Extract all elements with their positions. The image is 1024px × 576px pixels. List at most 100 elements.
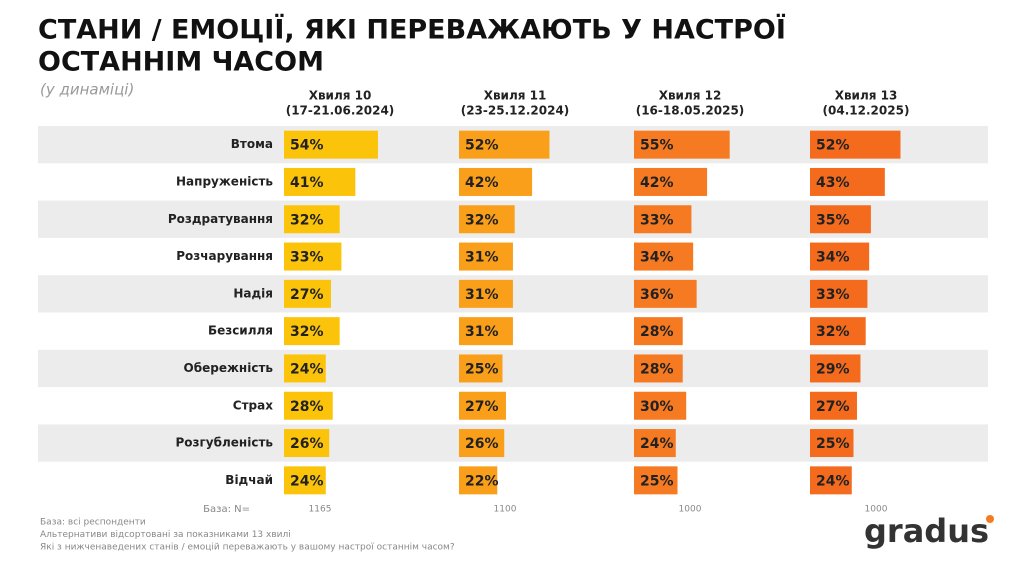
bar xyxy=(284,317,340,346)
bar xyxy=(459,167,533,196)
value-label: 27% xyxy=(816,399,850,415)
value-label: 35% xyxy=(816,212,850,228)
bar xyxy=(284,354,326,383)
bar xyxy=(634,391,687,420)
bar xyxy=(634,466,678,495)
footnote: База: всі респонденти xyxy=(40,518,146,528)
category-label: Надія xyxy=(233,286,273,300)
series-name: Хвиля 12 xyxy=(659,89,722,103)
bar xyxy=(459,466,498,495)
value-label: 31% xyxy=(465,250,499,266)
value-label: 28% xyxy=(640,324,674,340)
series-name: Хвиля 13 xyxy=(835,89,898,103)
category-label: Безсилля xyxy=(208,324,273,338)
bar xyxy=(634,242,694,271)
value-label: 25% xyxy=(640,473,674,489)
value-label: 43% xyxy=(816,175,850,191)
value-label: 33% xyxy=(290,250,324,266)
value-label: 36% xyxy=(640,287,674,303)
value-label: 27% xyxy=(465,399,499,415)
logo-dot xyxy=(986,515,994,523)
value-label: 55% xyxy=(640,138,674,154)
value-label: 30% xyxy=(640,399,674,415)
base-n: 1100 xyxy=(494,505,517,515)
value-label: 24% xyxy=(640,436,674,452)
bar xyxy=(810,429,854,458)
bar xyxy=(284,391,333,420)
bar xyxy=(284,279,331,308)
value-label: 22% xyxy=(465,473,499,489)
footnote: Які з нижченаведених станів / емоцій пер… xyxy=(40,543,455,553)
value-label: 34% xyxy=(816,250,850,266)
value-label: 54% xyxy=(290,138,324,154)
bar xyxy=(634,130,730,159)
bar xyxy=(634,279,697,308)
value-label: 29% xyxy=(816,361,850,377)
bar xyxy=(810,279,868,308)
base-label: База: N= xyxy=(203,504,250,515)
bar xyxy=(634,205,692,234)
bar xyxy=(459,429,505,458)
bar xyxy=(284,130,378,159)
bar xyxy=(810,205,871,234)
value-label: 33% xyxy=(816,287,850,303)
value-label: 25% xyxy=(816,436,850,452)
bar xyxy=(284,205,340,234)
base-n: 1165 xyxy=(309,505,332,515)
value-label: 31% xyxy=(465,324,499,340)
series-period: (17-21.06.2024) xyxy=(286,104,395,118)
bar xyxy=(634,354,683,383)
bar xyxy=(459,205,515,234)
category-label: Розчарування xyxy=(176,249,273,263)
value-label: 25% xyxy=(465,361,499,377)
value-label: 26% xyxy=(290,436,324,452)
value-label: 32% xyxy=(290,324,324,340)
value-label: 31% xyxy=(465,287,499,303)
bar xyxy=(459,130,550,159)
bar xyxy=(810,466,852,495)
series-name: Хвиля 11 xyxy=(484,89,547,103)
chart-title: ОСТАННІМ ЧАСОМ xyxy=(38,47,324,78)
bar xyxy=(810,354,861,383)
category-label: Напруженість xyxy=(176,174,273,188)
value-label: 42% xyxy=(640,175,674,191)
value-label: 42% xyxy=(465,175,499,191)
value-label: 32% xyxy=(290,212,324,228)
chart-subtitle: (у динаміці) xyxy=(40,81,134,99)
chart-title: СТАНИ / ЕМОЦІЇ, ЯКІ ПЕРЕВАЖАЮТЬ У НАСТРО… xyxy=(38,14,786,46)
category-label: Обережність xyxy=(184,361,274,375)
bar xyxy=(459,242,513,271)
base-n: 1000 xyxy=(679,505,702,515)
value-label: 52% xyxy=(816,138,850,154)
footnote: Альтернативи відсортовані за показниками… xyxy=(40,530,291,540)
value-label: 41% xyxy=(290,175,324,191)
value-label: 24% xyxy=(816,473,850,489)
value-label: 32% xyxy=(816,324,850,340)
value-label: 28% xyxy=(640,361,674,377)
value-label: 24% xyxy=(290,361,324,377)
bar xyxy=(810,317,866,346)
bar xyxy=(810,391,857,420)
bar xyxy=(810,130,901,159)
value-label: 26% xyxy=(465,436,499,452)
category-label: Розгубленість xyxy=(176,436,274,450)
series-name: Хвиля 10 xyxy=(309,89,372,103)
series-period: (23-25.12.2024) xyxy=(461,104,570,118)
bar xyxy=(810,242,870,271)
value-label: 24% xyxy=(290,473,324,489)
category-label: Страх xyxy=(233,398,273,412)
value-label: 28% xyxy=(290,399,324,415)
logo: gradus xyxy=(864,512,989,550)
category-label: Втома xyxy=(231,137,273,151)
bar xyxy=(459,317,513,346)
bar xyxy=(284,242,342,271)
bar xyxy=(634,429,676,458)
bar xyxy=(284,466,326,495)
value-label: 27% xyxy=(290,287,324,303)
bar xyxy=(459,279,513,308)
series-period: (16-18.05.2025) xyxy=(636,104,745,118)
value-label: 52% xyxy=(465,138,499,154)
bar xyxy=(284,429,330,458)
value-label: 33% xyxy=(640,212,674,228)
